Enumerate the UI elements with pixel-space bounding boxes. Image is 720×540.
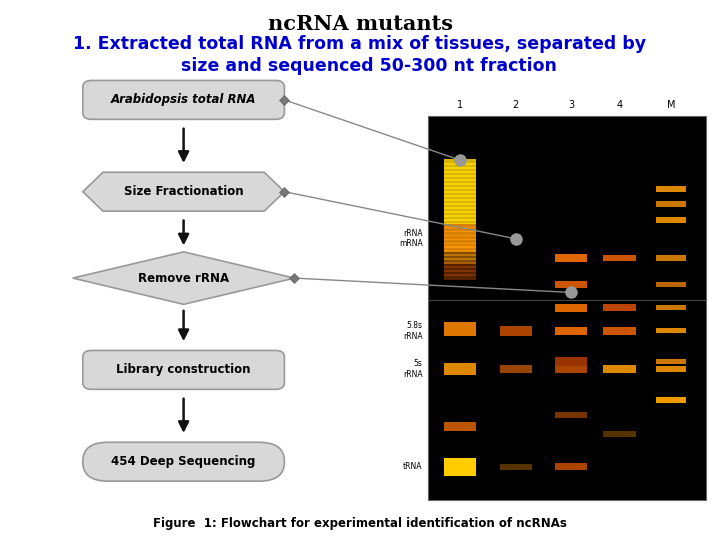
FancyBboxPatch shape <box>500 464 532 470</box>
FancyBboxPatch shape <box>83 442 284 481</box>
FancyBboxPatch shape <box>444 458 477 476</box>
Text: size and sequenced 50-300 nt fraction: size and sequenced 50-300 nt fraction <box>163 57 557 75</box>
FancyBboxPatch shape <box>444 239 477 244</box>
Polygon shape <box>73 252 294 305</box>
Text: 4: 4 <box>616 99 623 110</box>
Text: ncRNA mutants: ncRNA mutants <box>268 14 452 33</box>
Text: 454 Deep Sequencing: 454 Deep Sequencing <box>112 455 256 468</box>
FancyBboxPatch shape <box>657 217 685 222</box>
FancyBboxPatch shape <box>555 366 588 373</box>
FancyBboxPatch shape <box>444 159 477 165</box>
FancyBboxPatch shape <box>603 365 636 373</box>
FancyBboxPatch shape <box>444 211 477 217</box>
Text: 2: 2 <box>513 99 519 110</box>
FancyBboxPatch shape <box>444 266 477 272</box>
Text: Remove rRNA: Remove rRNA <box>138 272 229 285</box>
FancyBboxPatch shape <box>444 258 477 264</box>
FancyBboxPatch shape <box>444 175 477 181</box>
FancyBboxPatch shape <box>444 231 477 237</box>
FancyBboxPatch shape <box>444 187 477 193</box>
FancyBboxPatch shape <box>444 222 477 228</box>
Text: Arabidopsis total RNA: Arabidopsis total RNA <box>111 93 256 106</box>
FancyBboxPatch shape <box>657 186 685 192</box>
Text: Library construction: Library construction <box>117 363 251 376</box>
FancyBboxPatch shape <box>444 199 477 205</box>
FancyBboxPatch shape <box>657 328 685 334</box>
Text: 3: 3 <box>568 99 575 110</box>
FancyBboxPatch shape <box>500 326 532 335</box>
FancyBboxPatch shape <box>657 367 685 372</box>
FancyBboxPatch shape <box>444 219 477 225</box>
FancyBboxPatch shape <box>555 327 588 335</box>
FancyBboxPatch shape <box>444 183 477 189</box>
Text: tRNA: tRNA <box>403 462 423 471</box>
Polygon shape <box>83 172 284 211</box>
FancyBboxPatch shape <box>428 116 706 500</box>
FancyBboxPatch shape <box>603 431 636 437</box>
FancyBboxPatch shape <box>444 227 477 232</box>
FancyBboxPatch shape <box>555 254 588 262</box>
FancyBboxPatch shape <box>444 195 477 201</box>
FancyBboxPatch shape <box>83 80 284 119</box>
Text: 5.8s
rRNA: 5.8s rRNA <box>403 321 423 341</box>
FancyBboxPatch shape <box>444 274 477 280</box>
FancyBboxPatch shape <box>657 201 685 207</box>
FancyBboxPatch shape <box>555 463 588 470</box>
FancyBboxPatch shape <box>555 357 588 366</box>
FancyBboxPatch shape <box>444 191 477 197</box>
FancyBboxPatch shape <box>444 167 477 173</box>
FancyBboxPatch shape <box>603 254 636 261</box>
FancyBboxPatch shape <box>444 262 477 268</box>
FancyBboxPatch shape <box>555 412 588 418</box>
FancyBboxPatch shape <box>444 163 477 169</box>
FancyBboxPatch shape <box>603 305 636 311</box>
FancyBboxPatch shape <box>444 271 477 276</box>
FancyBboxPatch shape <box>444 203 477 208</box>
Text: Size Fractionation: Size Fractionation <box>124 185 243 198</box>
FancyBboxPatch shape <box>444 171 477 177</box>
FancyBboxPatch shape <box>444 322 477 335</box>
FancyBboxPatch shape <box>444 363 477 375</box>
FancyBboxPatch shape <box>83 350 284 389</box>
FancyBboxPatch shape <box>444 246 477 252</box>
Text: Figure  1: Flowchart for experimental identification of ncRNAs: Figure 1: Flowchart for experimental ide… <box>153 517 567 530</box>
FancyBboxPatch shape <box>657 282 685 287</box>
FancyBboxPatch shape <box>657 305 685 310</box>
FancyBboxPatch shape <box>444 251 477 256</box>
FancyBboxPatch shape <box>500 365 532 373</box>
FancyBboxPatch shape <box>657 397 685 403</box>
FancyBboxPatch shape <box>555 281 588 288</box>
FancyBboxPatch shape <box>657 255 685 261</box>
FancyBboxPatch shape <box>555 304 588 312</box>
FancyBboxPatch shape <box>444 207 477 213</box>
FancyBboxPatch shape <box>444 215 477 220</box>
FancyBboxPatch shape <box>444 179 477 185</box>
Text: rRNA
mRNA: rRNA mRNA <box>399 229 423 248</box>
FancyBboxPatch shape <box>444 254 477 260</box>
FancyBboxPatch shape <box>444 234 477 240</box>
FancyBboxPatch shape <box>603 327 636 335</box>
FancyBboxPatch shape <box>657 359 685 364</box>
Text: 1: 1 <box>457 99 464 110</box>
Text: M: M <box>667 99 675 110</box>
Text: 5s
rRNA: 5s rRNA <box>403 360 423 379</box>
Text: 1. Extracted total RNA from a mix of tissues, separated by: 1. Extracted total RNA from a mix of tis… <box>73 35 647 53</box>
FancyBboxPatch shape <box>444 242 477 248</box>
FancyBboxPatch shape <box>444 422 477 431</box>
